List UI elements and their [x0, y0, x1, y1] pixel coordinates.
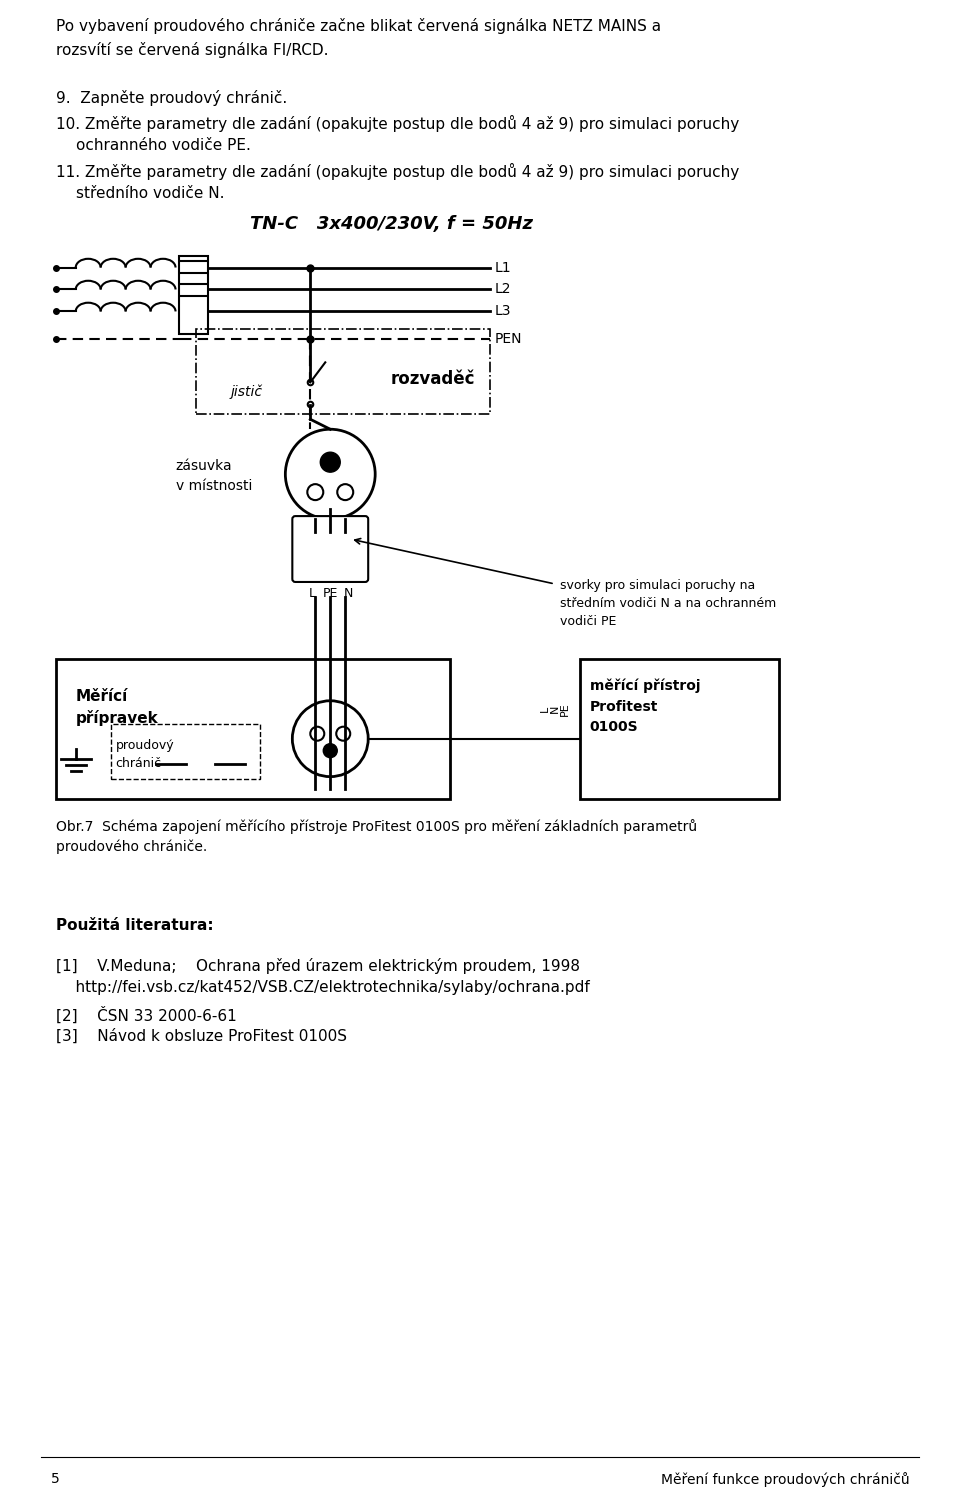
Text: rozvaděč: rozvaděč	[390, 370, 474, 388]
Circle shape	[321, 452, 340, 473]
Circle shape	[285, 429, 375, 519]
Text: proudový
chránič: proudový chránič	[115, 738, 175, 769]
Text: TN-C   3x400/230V, f = 50Hz: TN-C 3x400/230V, f = 50Hz	[251, 215, 534, 233]
Text: [3]    Návod k obsluze ProFitest 0100S: [3] Návod k obsluze ProFitest 0100S	[56, 1029, 347, 1044]
Text: Obr.7  Schéma zapojení měřícího přístroje ProFitest 0100S pro měření základních : Obr.7 Schéma zapojení měřícího přístroje…	[56, 819, 697, 854]
Bar	[179, 255, 208, 334]
Text: svorky pro simulaci poruchy na
středním vodiči N a na ochranném
vodiči PE: svorky pro simulaci poruchy na středním …	[560, 579, 776, 628]
Text: http://fei.vsb.cz/kat452/VSB.CZ/elektrotechnika/sylaby/ochrana.pdf: http://fei.vsb.cz/kat452/VSB.CZ/elektrot…	[56, 980, 589, 996]
Text: Použitá literatura:: Použitá literatura:	[56, 918, 213, 933]
Text: [1]    V.Meduna;    Ochrana před úrazem elektrickým proudem, 1998: [1] V.Meduna; Ochrana před úrazem elektr…	[56, 959, 580, 974]
Text: Měřící
přípravek: Měřící přípravek	[76, 689, 158, 726]
Text: středního vodiče N.: středního vodiče N.	[76, 186, 225, 201]
Bar	[110, 723, 260, 778]
FancyBboxPatch shape	[293, 516, 369, 581]
Text: L: L	[309, 587, 316, 599]
Circle shape	[324, 744, 337, 757]
Circle shape	[307, 485, 324, 499]
Circle shape	[336, 726, 350, 741]
Text: PE: PE	[560, 702, 570, 716]
Text: Měření funkce proudových chráničů: Měření funkce proudových chráničů	[660, 1473, 909, 1488]
Circle shape	[293, 701, 369, 777]
Text: L: L	[540, 705, 550, 711]
FancyBboxPatch shape	[580, 659, 780, 799]
Text: 11. Změřte parametry dle zadání (opakujte postup dle bodů 4 až 9) pro simulaci p: 11. Změřte parametry dle zadání (opakujt…	[56, 163, 739, 180]
Text: L1: L1	[495, 261, 512, 274]
Text: N: N	[550, 705, 560, 713]
Text: 9.  Zapněte proudový chránič.: 9. Zapněte proudový chránič.	[56, 89, 287, 106]
Bar	[56, 659, 450, 799]
Text: 10. Změřte parametry dle zadání (opakujte postup dle bodů 4 až 9) pro simulaci p: 10. Změřte parametry dle zadání (opakujt…	[56, 115, 739, 131]
Text: 5: 5	[51, 1473, 60, 1487]
Text: měřící přístroj
Profitest
0100S: měřící přístroj Profitest 0100S	[589, 678, 700, 735]
Text: L2: L2	[495, 282, 512, 297]
Text: zásuvka
v místnosti: zásuvka v místnosti	[176, 459, 252, 492]
Text: [2]    ČSN 33 2000-6-61: [2] ČSN 33 2000-6-61	[56, 1006, 236, 1023]
Text: ochranného vodiče PE.: ochranného vodiče PE.	[76, 137, 251, 152]
Circle shape	[310, 726, 324, 741]
Text: jistič: jistič	[230, 385, 262, 398]
Text: L3: L3	[495, 304, 512, 319]
Text: PEN: PEN	[495, 332, 522, 346]
Text: Po vybavení proudového chrániče začne blikat červená signálka NETZ MAINS a
rozsv: Po vybavení proudového chrániče začne bl…	[56, 18, 660, 58]
Circle shape	[337, 485, 353, 499]
Text: N: N	[344, 587, 353, 599]
Text: PE: PE	[323, 587, 338, 599]
Bar	[196, 330, 490, 414]
